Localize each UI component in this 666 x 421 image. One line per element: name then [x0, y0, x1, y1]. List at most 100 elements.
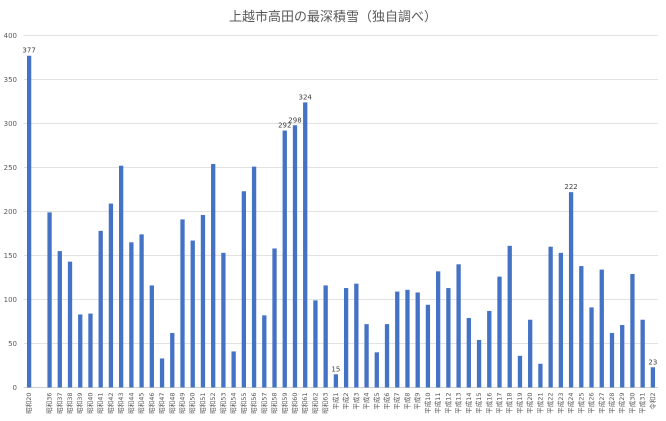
x-tick-label: 昭和62 [310, 393, 319, 414]
x-tick-label: 昭和50 [188, 393, 197, 414]
bar [78, 314, 83, 388]
bar [221, 252, 226, 388]
bar [364, 324, 369, 388]
y-tick-label: 300 [4, 120, 17, 128]
x-tick-label: 令和2 [648, 393, 657, 410]
x-tick-label: 平成16 [484, 392, 493, 413]
x-tick-label: 平成27 [597, 393, 606, 414]
chart-title: 上越市高田の最深積雪（独自調べ） [228, 10, 437, 25]
bar [476, 339, 482, 388]
x-tick-label: 昭和61 [300, 393, 309, 414]
x-tick-label: 平成24 [566, 393, 575, 414]
x-tick-label: 昭和57 [259, 393, 268, 414]
x-tick-label: 平成1 [331, 393, 340, 410]
x-tick-label: 平成5 [372, 393, 381, 410]
x-tick-label: 平成21 [535, 393, 544, 414]
x-tick-label: 平成23 [556, 393, 565, 414]
x-tick-label: 昭和36 [45, 393, 54, 414]
bar [343, 288, 349, 388]
bar [456, 264, 461, 388]
x-tick-label: 昭和41 [96, 393, 105, 414]
bar [57, 251, 62, 388]
x-tick-label: 昭和51 [198, 393, 207, 414]
bar [98, 230, 103, 388]
data-label: 222 [564, 183, 577, 191]
x-tick-label: 平成20 [525, 393, 534, 414]
bar [200, 215, 206, 388]
x-axis: 昭和20 昭和36 昭和37 昭和38 昭和39 昭和40 昭和41 昭和42 昭和43 昭和44… [24, 392, 657, 413]
bar [538, 363, 543, 388]
x-tick-label: 平成6 [382, 393, 391, 410]
bar [405, 289, 410, 388]
x-tick-label: 平成29 [617, 393, 626, 414]
x-tick-label: 平成17 [495, 393, 504, 414]
bar [517, 355, 523, 388]
data-label: 23 [648, 358, 657, 366]
x-tick-label: 平成26 [587, 393, 596, 414]
x-tick-label: 平成13 [454, 393, 463, 414]
bar [323, 285, 328, 388]
x-tick-label: 昭和52 [208, 393, 217, 414]
y-tick-label: 50 [8, 340, 17, 348]
bar [129, 242, 134, 388]
bar [435, 271, 441, 388]
x-tick-label: 平成18 [505, 393, 514, 414]
bar [108, 203, 114, 388]
bar [47, 212, 52, 388]
data-label: 377 [22, 47, 35, 55]
bar [579, 266, 584, 388]
x-tick-label: 平成30 [627, 393, 636, 414]
bar [528, 319, 533, 388]
bar [272, 248, 277, 388]
x-tick-label: 昭和44 [126, 393, 135, 414]
bar [374, 352, 379, 388]
x-tick-label: 昭和59 [280, 393, 289, 414]
x-tick-label: 昭和47 [157, 393, 166, 414]
x-tick-label: 平成28 [607, 393, 616, 414]
x-tick-label: 昭和37 [55, 393, 64, 414]
bar [67, 261, 73, 388]
bar [149, 285, 154, 388]
bar [303, 102, 308, 388]
y-tick-label: 200 [4, 208, 17, 216]
data-label: 15 [331, 365, 340, 373]
x-tick-label: 昭和39 [75, 393, 84, 414]
bar [497, 276, 502, 388]
x-tick-label: 昭和49 [178, 393, 187, 414]
x-tick-label: 昭和55 [239, 393, 248, 414]
x-tick-label: 昭和20 [24, 393, 33, 414]
bar [395, 291, 400, 388]
bar [609, 332, 615, 388]
bar [630, 273, 635, 388]
x-tick-label: 平成12 [443, 393, 452, 414]
bar [118, 165, 124, 388]
bar [599, 269, 604, 388]
x-tick-label: 昭和43 [116, 393, 125, 414]
x-tick-label: 昭和48 [167, 393, 176, 414]
bar [88, 313, 93, 388]
x-tick-label: 昭和56 [249, 393, 258, 414]
y-tick-label: 250 [4, 164, 17, 172]
y-tick-label: 100 [4, 296, 17, 304]
x-tick-label: 平成8 [402, 393, 411, 410]
x-tick-label: 平成19 [515, 393, 524, 414]
bar [190, 240, 195, 388]
bar [568, 192, 574, 388]
x-tick-label: 平成31 [638, 393, 647, 414]
x-tick-label: 平成2 [341, 393, 350, 410]
x-tick-label: 平成25 [576, 393, 585, 414]
data-label: 292 [278, 122, 291, 130]
x-tick-label: 昭和58 [270, 393, 279, 414]
bar [262, 315, 267, 388]
x-tick-label: 昭和38 [65, 393, 74, 414]
bar [139, 234, 144, 388]
y-tick-label: 150 [4, 252, 17, 260]
y-tick-label: 400 [4, 32, 17, 40]
x-tick-label: 昭和46 [147, 393, 156, 414]
x-tick-label: 平成10 [423, 393, 432, 414]
x-tick-label: 昭和45 [137, 393, 146, 414]
bar [211, 163, 216, 388]
bar [231, 351, 236, 388]
